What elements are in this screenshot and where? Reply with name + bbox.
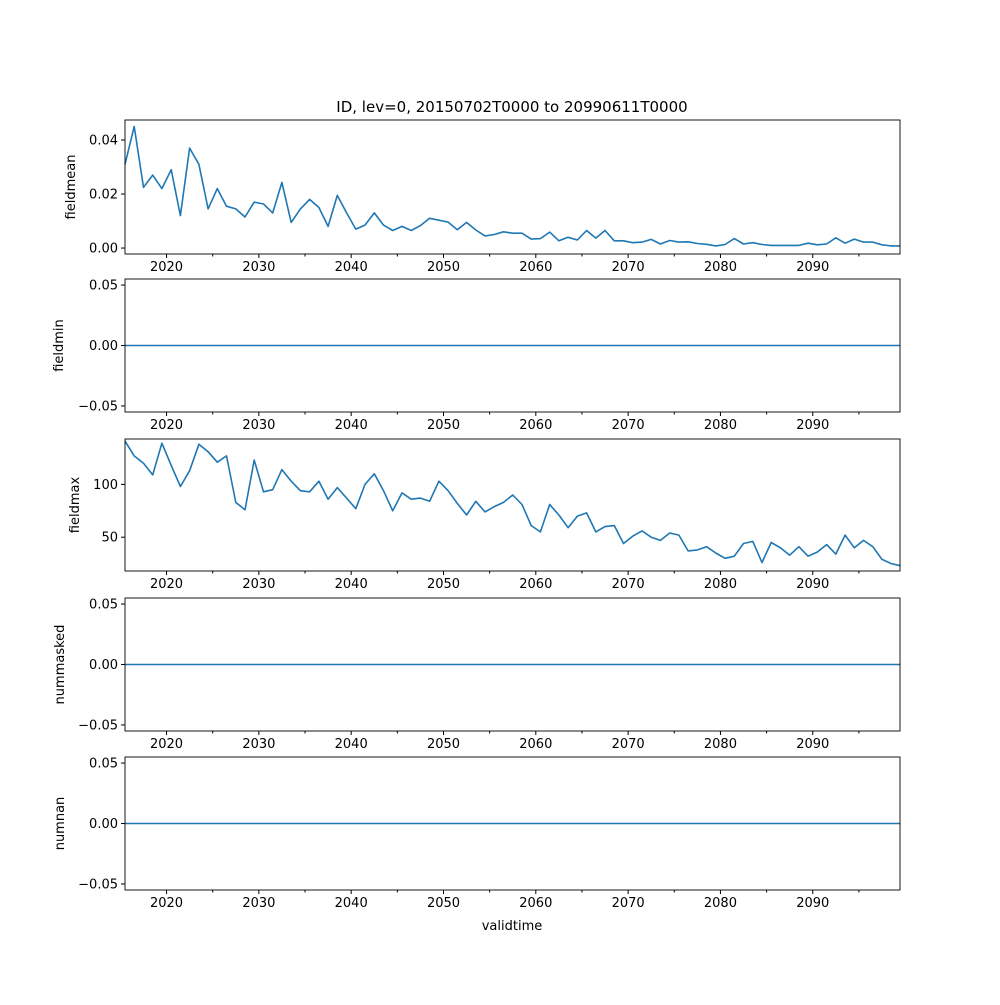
x-tick-label: 2020 (150, 260, 183, 275)
x-tick-label: 2050 (427, 260, 460, 275)
x-tick-label: 2050 (427, 418, 460, 433)
x-tick-label: 2090 (796, 418, 829, 433)
x-tick-label: 2040 (335, 737, 368, 752)
chart-title: ID, lev=0, 20150702T0000 to 20990611T000… (336, 98, 687, 116)
y-tick-label: 0.05 (89, 279, 118, 294)
panel-fieldmax: 50 100 fieldmax 2020 2030 2040 2050 2060 2070 208… (68, 438, 901, 592)
y-axis-label: numnan (53, 797, 68, 851)
y-axis-label: fieldmean (64, 155, 79, 220)
x-axis-label: validtime (482, 919, 543, 934)
y-tick-label: −0.05 (78, 399, 118, 414)
panel-numnan: −0.05 0.00 0.05 numnan 2020 2030 2040 2050 2060 2… (53, 757, 901, 911)
x-tick-label: 2090 (796, 896, 829, 911)
x-tick-label: 2060 (519, 737, 552, 752)
x-tick-label: 2070 (612, 260, 645, 275)
y-tick-label: 50 (101, 531, 118, 546)
x-tick-label: 2050 (427, 577, 460, 592)
y-axis-label: nummasked (53, 625, 68, 705)
panel-fieldmean: 0.00 0.02 0.04 fieldmean 2020 2030 2040 2050 206… (64, 119, 901, 275)
y-tick-label: 0.04 (89, 133, 118, 148)
x-tick-label: 2070 (612, 577, 645, 592)
x-tick-label: 2040 (335, 418, 368, 433)
series-line-fieldmax (124, 440, 901, 567)
y-tick-label: 0.00 (89, 658, 118, 673)
y-tick-label: −0.05 (78, 718, 118, 733)
y-tick-label: 0.00 (89, 242, 118, 257)
x-tick-label: 2020 (150, 896, 183, 911)
x-tick-label: 2030 (242, 896, 275, 911)
y-tick-label: 100 (93, 478, 118, 493)
y-tick-label: 0.05 (89, 757, 118, 772)
x-tick-label: 2070 (612, 896, 645, 911)
x-tick-label: 2020 (150, 418, 183, 433)
x-tick-label: 2030 (242, 418, 275, 433)
x-tick-label: 2080 (704, 260, 737, 275)
panel-fieldmin: −0.05 0.00 0.05 fieldmin 2020 2030 2040 2050 206… (52, 279, 901, 433)
x-tick-label: 2080 (704, 577, 737, 592)
x-tick-label: 2090 (796, 737, 829, 752)
x-tick-label: 2080 (704, 418, 737, 433)
y-tick-label: 0.00 (89, 817, 118, 832)
x-tick-label: 2060 (519, 577, 552, 592)
y-tick-label: 0.02 (89, 188, 118, 203)
x-tick-label: 2030 (242, 260, 275, 275)
y-axis-label: fieldmax (68, 477, 83, 534)
x-tick-label: 2080 (704, 896, 737, 911)
x-tick-label: 2040 (335, 577, 368, 592)
x-tick-label: 2050 (427, 737, 460, 752)
x-tick-label: 2040 (335, 896, 368, 911)
x-tick-label: 2060 (519, 418, 552, 433)
x-tick-label: 2020 (150, 577, 183, 592)
x-tick-label: 2060 (519, 260, 552, 275)
panel-nummasked: −0.05 0.00 0.05 nummasked 2020 2030 2040 2050 20… (53, 598, 901, 752)
x-tick-label: 2040 (335, 260, 368, 275)
x-tick-label: 2070 (612, 737, 645, 752)
y-axis-label: fieldmin (52, 319, 67, 372)
x-tick-label: 2030 (242, 577, 275, 592)
axes-frame (124, 438, 901, 572)
x-tick-label: 2030 (242, 737, 275, 752)
axes-frame (124, 119, 901, 255)
x-tick-label: 2090 (796, 577, 829, 592)
y-tick-label: 0.05 (89, 598, 118, 613)
x-tick-label: 2070 (612, 418, 645, 433)
y-tick-label: −0.05 (78, 877, 118, 892)
x-tick-label: 2060 (519, 896, 552, 911)
x-tick-label: 2080 (704, 737, 737, 752)
series-line-fieldmean (124, 125, 901, 247)
x-tick-label: 2050 (427, 896, 460, 911)
x-tick-label: 2090 (796, 260, 829, 275)
x-tick-label: 2020 (150, 737, 183, 752)
y-tick-label: 0.00 (89, 339, 118, 354)
